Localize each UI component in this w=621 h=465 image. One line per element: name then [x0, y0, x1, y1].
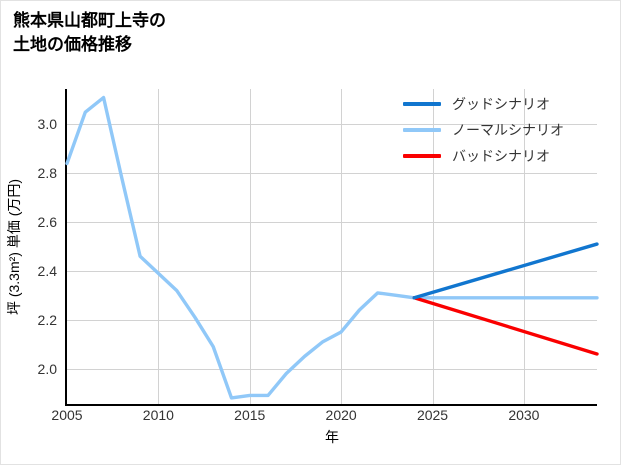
legend-item[interactable]: バッドシナリオ — [403, 143, 564, 169]
y-tick-label: 2.2 — [37, 311, 57, 328]
plot-area — [65, 89, 599, 406]
gridline-horizontal — [67, 222, 597, 224]
series-lines — [65, 95, 599, 400]
gridline-horizontal — [67, 368, 597, 370]
y-axis-label: 坪 (3.3m²) 単価 (万円) — [3, 89, 25, 404]
x-axis-spine — [65, 404, 597, 406]
gridline-horizontal — [67, 173, 597, 175]
legend-label: バッドシナリオ — [452, 148, 550, 164]
y-tick-label: 2.6 — [37, 214, 57, 231]
gridline-horizontal — [67, 319, 597, 321]
y-tick-label: 3.0 — [37, 116, 57, 133]
x-tick-label: 2020 — [325, 407, 357, 423]
x-tick-label: 2005 — [51, 407, 83, 423]
gridline-vertical — [523, 89, 525, 404]
legend-swatch — [403, 102, 441, 106]
legend-label: グッドシナリオ — [452, 96, 550, 112]
chart-legend: グッドシナリオ ノーマルシナリオ バッドシナリオ — [403, 91, 564, 169]
legend-item[interactable]: ノーマルシナリオ — [403, 117, 564, 143]
gridline-horizontal — [67, 124, 597, 126]
gridline-vertical — [158, 89, 160, 404]
gridline-vertical — [341, 89, 343, 404]
gridline-horizontal — [67, 270, 597, 272]
x-tick-label: 2025 — [416, 407, 449, 423]
x-axis-label: 年 — [325, 429, 339, 445]
series-line — [412, 296, 599, 356]
y-tick-label: 2.4 — [37, 262, 57, 279]
x-tick-label: 2030 — [508, 407, 540, 423]
y-axis-spine — [65, 89, 67, 404]
y-axis-label-text: 坪 (3.3m²) 単価 (万円) — [6, 178, 23, 315]
series-line — [65, 95, 599, 400]
page-title: 熊本県山都町上寺の 土地の価格推移 — [13, 11, 166, 55]
legend-label: ノーマルシナリオ — [452, 122, 564, 138]
x-tick-label: 2015 — [234, 407, 266, 423]
legend-swatch — [403, 154, 441, 158]
legend-swatch — [403, 128, 441, 132]
series-line — [412, 242, 599, 300]
gridline-vertical — [249, 89, 251, 404]
y-tick-label: 2.8 — [37, 165, 57, 182]
y-tick-label: 2.0 — [37, 360, 57, 377]
x-tick-label: 2010 — [142, 407, 174, 423]
legend-item[interactable]: グッドシナリオ — [403, 91, 564, 117]
gridline-vertical — [432, 89, 434, 404]
